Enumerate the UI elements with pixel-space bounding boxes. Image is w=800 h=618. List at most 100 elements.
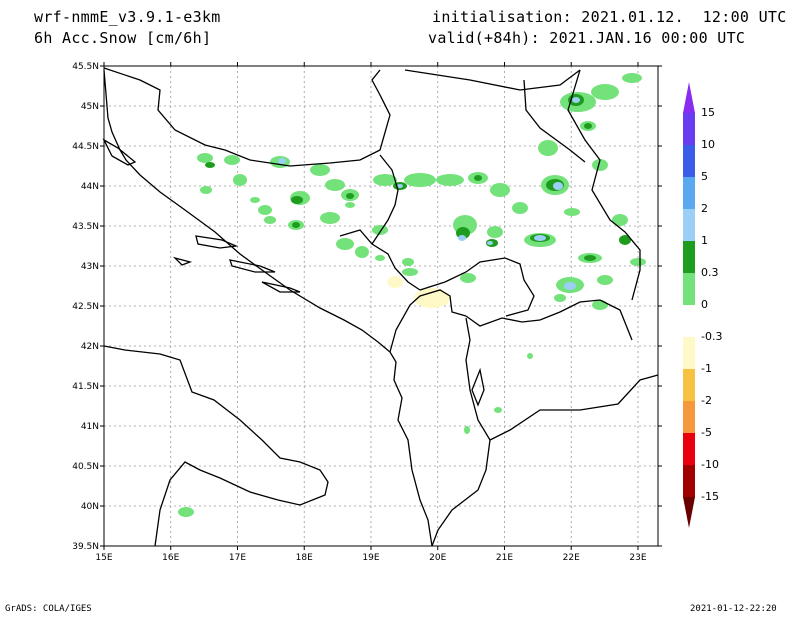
colorbar-label: -10 <box>701 458 719 471</box>
snow-patch <box>402 258 414 266</box>
colorbar-label: 5 <box>701 170 708 183</box>
init-time: initialisation: 2021.01.12. 12:00 UTC <box>432 8 787 26</box>
colorbar-label: 0 <box>701 298 708 311</box>
colorbar-label: -0.3 <box>701 330 722 343</box>
colorbar-label: -1 <box>701 362 712 375</box>
snow-patch <box>355 246 369 258</box>
snow-patch <box>554 294 566 302</box>
snow-patch <box>373 174 397 186</box>
border-croatia-bosnia <box>103 67 391 167</box>
snow-patch <box>553 182 563 190</box>
snow-patch <box>292 222 300 228</box>
snow-patch <box>490 183 510 197</box>
border-bosnia-montenegro <box>339 229 421 291</box>
colorbar-seg-neg10 <box>683 465 695 497</box>
snow-patch <box>487 241 493 245</box>
snow-patch <box>622 73 642 83</box>
snow-patch <box>197 153 213 163</box>
snow-patch <box>336 238 354 250</box>
lat-tick-label: 44.5N <box>72 142 99 152</box>
snow-patch <box>584 123 592 129</box>
snow-patch <box>310 164 330 176</box>
colorbar-seg-neg1 <box>683 369 695 401</box>
colorbar-seg-15 <box>683 113 695 145</box>
coastlines-and-borders <box>102 67 659 547</box>
snow-patch <box>619 235 631 245</box>
snow-patch <box>250 197 260 203</box>
snow-patch <box>487 226 503 238</box>
lat-tick-label: 41.5N <box>72 382 99 392</box>
island-3 <box>229 259 276 273</box>
border-serbia-kosovo <box>419 257 535 317</box>
colorbar-seg-neg03 <box>683 337 695 369</box>
snow-patch <box>397 184 403 188</box>
field-title: 6h Acc.Snow [cm/6h] <box>34 29 212 47</box>
snow-patch <box>564 208 580 216</box>
axis-ticks: 45.5N 45N 44.5N 44N 43.5N 43N 42.5N 42N 41.5N 41N… <box>72 62 662 563</box>
border-serbia-romania <box>404 69 581 91</box>
snow-patch <box>527 353 533 359</box>
colorbar-seg-0 <box>683 305 695 337</box>
snow-patch <box>512 202 528 214</box>
colorbar-label: -5 <box>701 426 712 439</box>
colorbar-top-arrow <box>683 82 695 113</box>
island-5 <box>261 281 301 293</box>
snow-patch <box>538 140 558 156</box>
lat-tick-label: 45N <box>81 102 99 112</box>
snow-patch <box>325 179 345 191</box>
colorbar-label: 15 <box>701 106 715 119</box>
snow-patch <box>205 162 215 168</box>
snow-patch <box>258 205 272 215</box>
snow-fields <box>178 73 646 517</box>
border-kosovo-macedonia <box>465 299 633 341</box>
snow-loss-patch <box>387 276 403 288</box>
model-title: wrf-nmmE_v3.9.1-e3km <box>34 8 221 26</box>
coastline-east-adriatic <box>103 69 433 547</box>
colorbar-label: 1 <box>701 234 708 247</box>
lat-tick-label: 42.5N <box>72 302 99 312</box>
snow-patch <box>592 300 608 310</box>
lon-tick-label: 18E <box>296 553 313 563</box>
island-2 <box>195 235 239 249</box>
colorbar-seg-03 <box>683 273 695 305</box>
island-4 <box>172 256 193 266</box>
snow-loss-patch <box>414 288 450 308</box>
lat-tick-label: 43.5N <box>72 222 99 232</box>
snow-patch <box>224 155 240 165</box>
coastline-italy <box>103 345 329 547</box>
colorbar-seg-neg2 <box>683 401 695 433</box>
map-grid <box>104 66 658 546</box>
snow-patch <box>178 507 194 517</box>
snow-patch <box>372 225 388 235</box>
lat-tick-label: 40N <box>81 502 99 512</box>
border-montenegro-albania <box>389 289 467 353</box>
snow-patch <box>564 282 576 290</box>
colorbar: 15 10 5 2 1 0.3 0 -0.3 -1 -2 -5 -10 -15 <box>683 82 722 528</box>
lon-tick-label: 21E <box>496 553 513 563</box>
snow-patch <box>460 273 476 283</box>
snow-patch <box>630 258 646 266</box>
lat-tick-label: 44N <box>81 182 99 192</box>
border-bosnia-serbia <box>371 154 399 245</box>
snow-patch <box>458 235 466 241</box>
lon-tick-label: 16E <box>162 553 179 563</box>
snow-patch <box>534 235 546 241</box>
footer-timestamp: 2021-01-12-22:20 <box>690 604 777 614</box>
snow-patch <box>436 174 464 186</box>
snow-patch <box>584 255 596 261</box>
snow-patch <box>264 216 276 224</box>
snow-patch <box>494 407 502 413</box>
colorbar-bottom-arrow <box>683 497 695 528</box>
footer-credit: GrADS: COLA/IGES <box>5 604 92 614</box>
lat-tick-label: 41N <box>81 422 99 432</box>
snow-patch <box>597 275 613 285</box>
snow-patch <box>346 193 354 199</box>
snow-patch <box>233 174 247 186</box>
lon-tick-label: 15E <box>95 553 112 563</box>
island-1 <box>102 138 137 166</box>
lat-tick-label: 39.5N <box>72 542 99 552</box>
colorbar-seg-1 <box>683 241 695 273</box>
colorbar-seg-2 <box>683 209 695 241</box>
colorbar-seg-5 <box>683 177 695 209</box>
map-plot: 45.5N 45N 44.5N 44N 43.5N 43N 42.5N 42N 41.5N 41N… <box>72 62 662 563</box>
